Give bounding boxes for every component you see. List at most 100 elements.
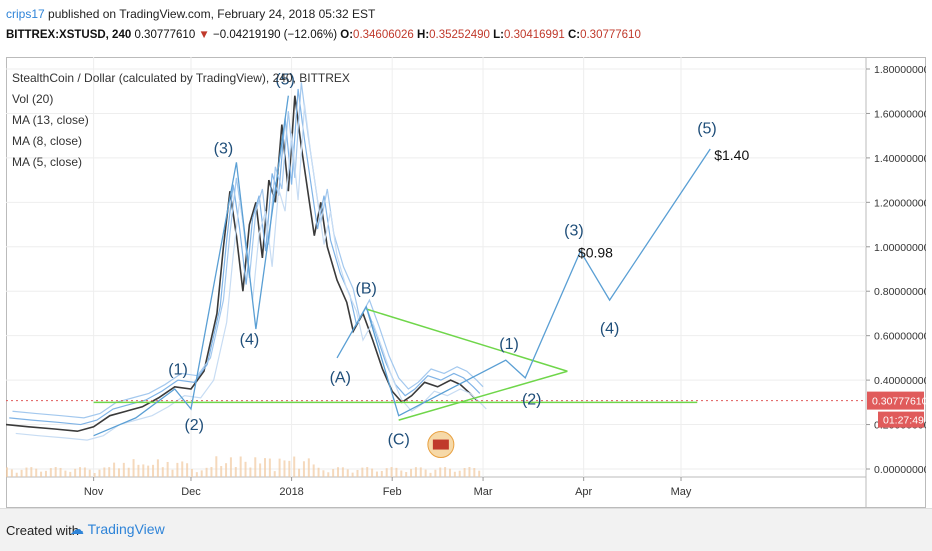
volume-bar (113, 462, 116, 477)
flag-stripes-icon (432, 439, 449, 450)
price-change: −0.04219190 (−12.06%) (213, 29, 338, 41)
x-tick-label: Nov (84, 486, 104, 498)
tradingview-cloud-icon: ☁ (70, 521, 84, 537)
volume-bar (98, 469, 101, 477)
y-tick-label: 1.40000000 (874, 153, 926, 165)
volume-bar (268, 458, 271, 477)
high-label: H: (417, 29, 430, 41)
y-tick-label: 0.80000000 (874, 286, 926, 298)
volume-bar (54, 467, 57, 477)
volume-bar (341, 467, 344, 477)
volume-bar (244, 461, 247, 477)
symbol-label: BITTREX:XSTUSD, 240 (6, 29, 132, 41)
volume-bar (161, 467, 164, 477)
volume-bar (307, 458, 310, 477)
legend-item-volume[interactable]: Vol (20) (12, 92, 54, 106)
wave-label: (A) (330, 369, 351, 386)
wave-label: (3) (214, 140, 234, 157)
volume-bar (74, 468, 77, 477)
trendline[interactable] (398, 370, 568, 421)
volume-bar (259, 463, 262, 477)
volume-bar (424, 469, 427, 477)
x-tick-label: 2018 (279, 486, 303, 498)
wave-label: (4) (600, 320, 620, 337)
volume-bar (49, 468, 52, 477)
low-label: L: (493, 29, 504, 41)
volume-bar (117, 468, 120, 477)
volume-bar (220, 466, 223, 477)
author-link[interactable]: crips17 (6, 7, 45, 21)
volume-bar (249, 467, 252, 477)
volume-bar (356, 469, 359, 477)
footer-bar: Created with ☁ TradingView (0, 508, 932, 551)
volume-bar (361, 467, 364, 477)
elliott-wave-path[interactable] (93, 95, 289, 437)
wave-label: (5) (697, 120, 717, 137)
volume-bar (93, 473, 96, 477)
volume-bar (127, 467, 130, 477)
tradingview-logo[interactable]: ☁ TradingView (70, 521, 165, 538)
volume-bar (458, 470, 461, 477)
volume-bar (132, 459, 135, 477)
volume-bar (166, 461, 169, 477)
created-with-text: Created with (6, 523, 79, 538)
volume-bar (288, 460, 291, 477)
volume-bar (137, 464, 140, 477)
volume-bar (122, 462, 125, 477)
volume-bar (195, 472, 198, 477)
price-target-label: $1.40 (714, 147, 749, 163)
volume-bar (400, 470, 403, 477)
volume-bar (152, 464, 155, 477)
volume-bar (371, 468, 374, 477)
publish-line: crips17 published on TradingView.com, Fe… (6, 7, 375, 21)
volume-bar (44, 470, 47, 477)
legend-item-ma13[interactable]: MA (13, close) (12, 113, 89, 127)
volume-bar (88, 469, 91, 477)
volume-bar (337, 467, 340, 477)
volume-bar (225, 463, 228, 477)
volume-bar (79, 467, 82, 477)
legend-item-ma5[interactable]: MA (5, close) (12, 155, 83, 169)
volume-bar (142, 464, 145, 477)
chart-area[interactable]: 1.80000000 1.60000000 1.40000000 1.20000000… (5, 57, 930, 508)
wave-label: (2) (522, 392, 542, 409)
volume-bar (108, 467, 111, 477)
close-label: C: (567, 29, 581, 41)
volume-bar (40, 471, 43, 477)
volume-bar (25, 467, 28, 477)
volume-bar (30, 467, 33, 477)
price-chart[interactable]: 1.80000000 1.60000000 1.40000000 1.20000000… (5, 57, 930, 508)
volume-bar (176, 462, 179, 477)
volume-bar (229, 457, 232, 477)
volume-bar (186, 463, 189, 477)
volume-bar (234, 467, 237, 477)
x-tick-label: May (671, 486, 692, 498)
chart-header: crips17 published on TradingView.com, Fe… (0, 0, 932, 56)
volume-bar (366, 467, 369, 477)
tradingview-brand: TradingView (87, 521, 165, 537)
volume-bar (395, 467, 398, 477)
volume-bar (69, 471, 72, 477)
volume-bar (190, 468, 193, 477)
x-tick-label: Apr (575, 486, 592, 498)
volume-bar (147, 465, 150, 477)
wave-label: (B) (356, 280, 377, 297)
volume-bar (283, 460, 286, 477)
volume-bar (83, 467, 86, 477)
y-tick-label: 0.00000000 (874, 464, 926, 476)
moving-average-line (12, 82, 484, 419)
elliott-wave-path[interactable] (336, 148, 711, 417)
moving-average-line (15, 104, 487, 441)
volume-bar (215, 456, 218, 477)
legend-item-ma8[interactable]: MA (8, close) (12, 134, 83, 148)
price-series-line (5, 95, 478, 433)
publish-text: published on TradingView.com, February 2… (44, 7, 376, 21)
trendline[interactable] (366, 308, 568, 372)
volume-bar (439, 467, 442, 477)
volume-bar (254, 457, 257, 477)
volume-bar (414, 467, 417, 477)
volume-bar (434, 469, 437, 477)
volume-bar (156, 459, 159, 477)
close-value: 0.30777610 (580, 29, 641, 41)
current-price-badge (867, 391, 924, 410)
